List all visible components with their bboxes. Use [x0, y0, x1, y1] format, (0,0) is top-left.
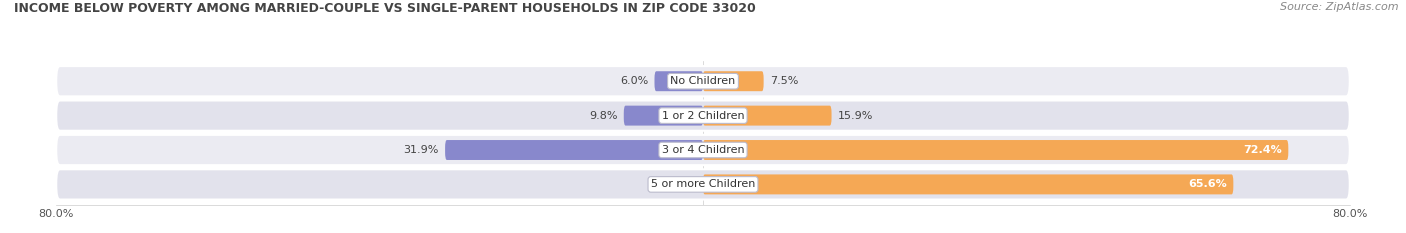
Text: 15.9%: 15.9% [838, 111, 873, 121]
Text: INCOME BELOW POVERTY AMONG MARRIED-COUPLE VS SINGLE-PARENT HOUSEHOLDS IN ZIP COD: INCOME BELOW POVERTY AMONG MARRIED-COUPL… [14, 2, 756, 15]
FancyBboxPatch shape [703, 175, 1233, 194]
FancyBboxPatch shape [56, 135, 1350, 165]
Text: 9.8%: 9.8% [589, 111, 617, 121]
FancyBboxPatch shape [56, 100, 1350, 131]
Text: 5 or more Children: 5 or more Children [651, 179, 755, 189]
Text: 65.6%: 65.6% [1188, 179, 1227, 189]
FancyBboxPatch shape [655, 71, 703, 91]
FancyBboxPatch shape [624, 106, 703, 126]
Text: Source: ZipAtlas.com: Source: ZipAtlas.com [1281, 2, 1399, 12]
Text: 6.0%: 6.0% [620, 76, 648, 86]
Text: 72.4%: 72.4% [1243, 145, 1282, 155]
Text: 3 or 4 Children: 3 or 4 Children [662, 145, 744, 155]
FancyBboxPatch shape [703, 140, 1288, 160]
FancyBboxPatch shape [56, 169, 1350, 199]
Text: 31.9%: 31.9% [404, 145, 439, 155]
FancyBboxPatch shape [56, 66, 1350, 96]
Text: 1 or 2 Children: 1 or 2 Children [662, 111, 744, 121]
FancyBboxPatch shape [703, 106, 831, 126]
Text: 0.0%: 0.0% [668, 179, 696, 189]
Text: 7.5%: 7.5% [770, 76, 799, 86]
FancyBboxPatch shape [703, 71, 763, 91]
Text: No Children: No Children [671, 76, 735, 86]
FancyBboxPatch shape [446, 140, 703, 160]
